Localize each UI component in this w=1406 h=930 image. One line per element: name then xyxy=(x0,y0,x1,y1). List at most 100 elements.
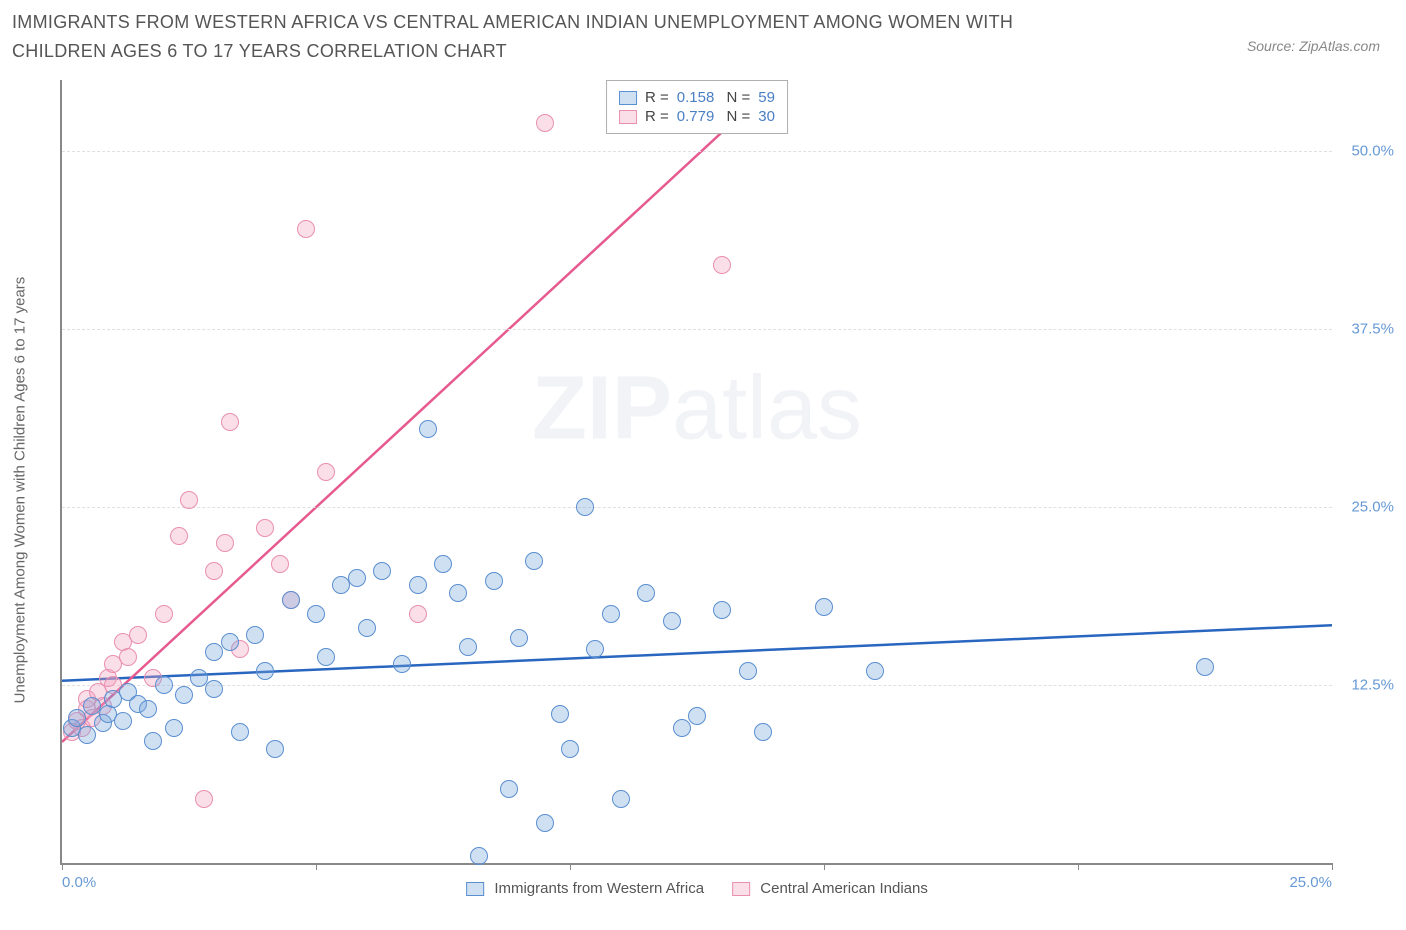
data-point-blue xyxy=(470,847,488,865)
data-point-pink xyxy=(129,626,147,644)
data-point-pink xyxy=(536,114,554,132)
watermark: ZIPatlas xyxy=(532,357,862,460)
data-point-blue xyxy=(815,598,833,616)
ytick-label: 50.0% xyxy=(1351,143,1394,160)
xtick-label: 0.0% xyxy=(62,874,96,891)
source-label: Source: ZipAtlas.com xyxy=(1247,38,1380,54)
data-point-pink xyxy=(256,519,274,537)
data-point-blue xyxy=(713,601,731,619)
data-point-blue xyxy=(256,662,274,680)
plot-area: ZIPatlas R = 0.158 N = 59 R = 0.779 N = … xyxy=(60,80,1332,865)
legend-n-label: N = xyxy=(722,108,750,125)
data-point-blue xyxy=(525,552,543,570)
trend-lines xyxy=(62,80,1332,863)
data-point-blue xyxy=(373,562,391,580)
data-point-blue xyxy=(510,629,528,647)
legend-r-value: 0.158 xyxy=(677,89,715,106)
data-point-blue xyxy=(637,584,655,602)
legend-label: Immigrants from Western Africa xyxy=(494,880,704,897)
data-point-pink xyxy=(216,534,234,552)
legend-stats: R = 0.158 N = 59 R = 0.779 N = 30 xyxy=(606,80,788,134)
xtick xyxy=(1332,863,1333,870)
data-point-blue xyxy=(175,686,193,704)
data-point-blue xyxy=(419,420,437,438)
y-axis-label: Unemployment Among Women with Children A… xyxy=(12,140,29,840)
data-point-pink xyxy=(170,527,188,545)
gridline xyxy=(62,685,1332,686)
data-point-pink xyxy=(195,790,213,808)
data-point-blue xyxy=(866,662,884,680)
data-point-pink xyxy=(409,605,427,623)
legend-swatch-pink xyxy=(619,110,637,124)
legend-n-value: 59 xyxy=(758,89,775,106)
legend-stats-row: R = 0.158 N = 59 xyxy=(619,89,775,106)
data-point-blue xyxy=(221,633,239,651)
legend-item-pink: Central American Indians xyxy=(732,880,928,897)
data-point-blue xyxy=(576,498,594,516)
watermark-bold: ZIP xyxy=(532,358,672,458)
data-point-blue xyxy=(1196,658,1214,676)
gridline xyxy=(62,507,1332,508)
data-point-blue xyxy=(739,662,757,680)
data-point-blue xyxy=(688,707,706,725)
legend-stats-row: R = 0.779 N = 30 xyxy=(619,108,775,125)
data-point-blue xyxy=(663,612,681,630)
data-point-pink xyxy=(713,256,731,274)
legend-n-value: 30 xyxy=(758,108,775,125)
data-point-blue xyxy=(754,723,772,741)
gridline xyxy=(62,151,1332,152)
xtick xyxy=(1078,863,1079,870)
data-point-blue xyxy=(231,723,249,741)
data-point-blue xyxy=(485,572,503,590)
trend-line-pink xyxy=(62,94,763,742)
data-point-blue xyxy=(348,569,366,587)
data-point-blue xyxy=(602,605,620,623)
chart-container: Unemployment Among Women with Children A… xyxy=(12,80,1394,900)
data-point-blue xyxy=(459,638,477,656)
ytick-label: 12.5% xyxy=(1351,677,1394,694)
legend-label: Central American Indians xyxy=(760,880,928,897)
data-point-blue xyxy=(393,655,411,673)
xtick-label: 25.0% xyxy=(1289,874,1332,891)
legend-item-blue: Immigrants from Western Africa xyxy=(466,880,704,897)
data-point-blue xyxy=(139,700,157,718)
chart-title: IMMIGRANTS FROM WESTERN AFRICA VS CENTRA… xyxy=(12,8,1112,66)
data-point-blue xyxy=(434,555,452,573)
legend-r-label: R = xyxy=(645,108,669,125)
data-point-blue xyxy=(307,605,325,623)
data-point-pink xyxy=(297,220,315,238)
xtick xyxy=(570,863,571,870)
data-point-blue xyxy=(144,732,162,750)
data-point-pink xyxy=(317,463,335,481)
data-point-blue xyxy=(282,591,300,609)
legend-r-label: R = xyxy=(645,89,669,106)
data-point-blue xyxy=(205,680,223,698)
data-point-blue xyxy=(551,705,569,723)
data-point-blue xyxy=(536,814,554,832)
data-point-blue xyxy=(409,576,427,594)
data-point-pink xyxy=(155,605,173,623)
legend-swatch-pink xyxy=(732,882,750,896)
data-point-pink xyxy=(119,648,137,666)
legend-swatch-blue xyxy=(619,91,637,105)
data-point-blue xyxy=(561,740,579,758)
data-point-blue xyxy=(266,740,284,758)
data-point-pink xyxy=(180,491,198,509)
ytick-label: 37.5% xyxy=(1351,321,1394,338)
data-point-blue xyxy=(612,790,630,808)
data-point-blue xyxy=(78,726,96,744)
xtick xyxy=(62,863,63,870)
data-point-blue xyxy=(165,719,183,737)
data-point-blue xyxy=(673,719,691,737)
data-point-pink xyxy=(221,413,239,431)
data-point-blue xyxy=(449,584,467,602)
data-point-blue xyxy=(317,648,335,666)
data-point-pink xyxy=(271,555,289,573)
xtick xyxy=(316,863,317,870)
data-point-blue xyxy=(586,640,604,658)
xtick xyxy=(824,863,825,870)
data-point-blue xyxy=(500,780,518,798)
data-point-pink xyxy=(205,562,223,580)
legend-swatch-blue xyxy=(466,882,484,896)
data-point-blue xyxy=(246,626,264,644)
